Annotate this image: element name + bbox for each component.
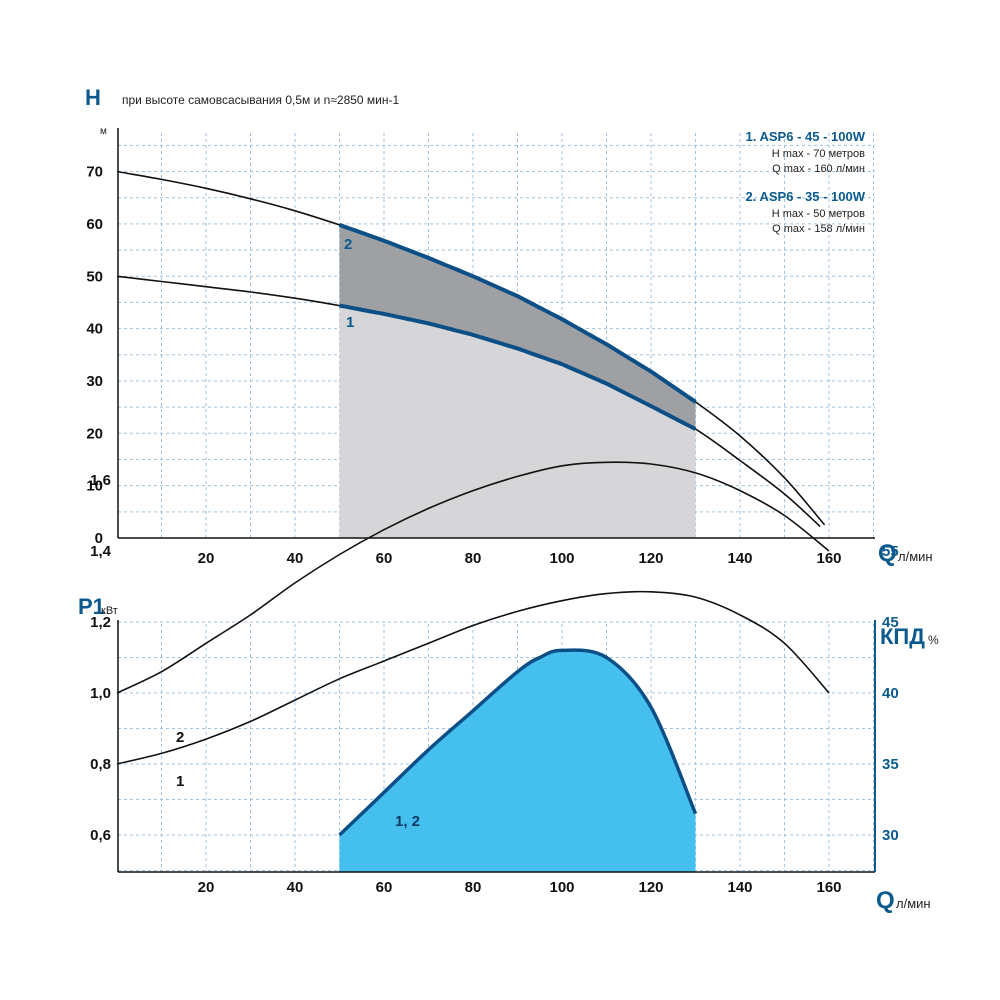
legend-title-2: 2. ASP6 - 35 - 100W xyxy=(746,189,866,204)
bottom-y-axis-title: P1 xyxy=(78,594,105,619)
top-y-tick: 40 xyxy=(86,321,103,338)
working-area-light xyxy=(339,305,696,538)
bottom-y2-axis-title: КПД xyxy=(880,624,925,649)
top-y-axis-title: H xyxy=(85,85,101,110)
bottom-curve-label-2: 2 xyxy=(176,729,184,746)
top-y-tick: 10 xyxy=(86,478,103,495)
bottom-y-tick: 0,6 xyxy=(90,827,111,844)
working-area-dark xyxy=(339,224,696,430)
bottom-y-tick: 0,8 xyxy=(90,756,111,773)
bottom-y2-tick: 40 xyxy=(882,685,899,702)
bottom-y-unit: кВт xyxy=(101,605,118,617)
top-x-tick-labels: 20 40 60 80 100 120 140 160 xyxy=(198,550,842,567)
bottom-x-tick: 40 xyxy=(287,879,304,896)
bottom-x-tick: 60 xyxy=(376,879,393,896)
bottom-x-tick: 20 xyxy=(198,879,215,896)
top-working-area xyxy=(339,224,696,538)
top-x-tick: 40 xyxy=(287,550,304,567)
legend: 1. ASP6 - 45 - 100W H max - 70 метров Q … xyxy=(746,129,866,235)
bottom-x-unit: л/мин xyxy=(896,896,931,911)
top-x-axis-title: Q xyxy=(878,540,897,567)
efficiency-area xyxy=(338,648,698,872)
top-y-tick: 60 xyxy=(86,216,103,233)
bottom-y2-tick: 35 xyxy=(882,756,899,773)
bottom-y2-tick: 30 xyxy=(882,827,899,844)
top-y-tick-labels: 0 10 20 30 40 50 60 70 xyxy=(86,164,103,547)
bottom-x-tick: 160 xyxy=(816,879,841,896)
top-x-tick: 20 xyxy=(198,550,215,567)
top-y-tick: 20 xyxy=(86,425,103,442)
top-y-unit: м xyxy=(100,126,107,137)
bottom-y-tick: 1,4 xyxy=(90,543,112,560)
bottom-y2-tick: 55 xyxy=(882,543,899,560)
bottom-y-tick: 1,0 xyxy=(90,685,111,702)
legend-1-line-2: Q max - 160 л/мин xyxy=(772,163,865,175)
bottom-y-tick: 1,2 xyxy=(90,614,111,631)
bottom-x-axis-title: Q xyxy=(876,887,895,914)
power-curve-2 xyxy=(116,461,830,694)
top-y-tick: 30 xyxy=(86,373,103,390)
efficiency-curve xyxy=(338,648,698,837)
legend-2-line-1: H max - 50 метров xyxy=(772,208,865,220)
bottom-curve-label-1: 1 xyxy=(176,773,184,790)
bottom-x-tick: 120 xyxy=(638,879,663,896)
top-x-tick: 100 xyxy=(549,550,574,567)
bottom-y2-tick-labels: 30 35 40 45 55 xyxy=(882,543,899,844)
bottom-x-tick: 80 xyxy=(465,879,482,896)
bottom-y2-unit: % xyxy=(928,633,939,647)
top-curve-1-working xyxy=(339,303,697,431)
bottom-x-tick-labels: 20 40 60 80 100 120 140 160 xyxy=(198,879,842,896)
top-y-tick: 0 xyxy=(95,530,103,547)
top-series xyxy=(116,170,826,528)
top-x-tick: 120 xyxy=(638,550,663,567)
bottom-y-tick: 1,6 xyxy=(90,472,111,489)
bottom-y-tick-labels: 0,6 0,8 1,0 1,2 1,4 1,6 xyxy=(90,472,112,844)
top-x-tick: 80 xyxy=(465,550,482,567)
top-curve-label-1: 1 xyxy=(346,314,354,331)
top-x-tick: 140 xyxy=(727,550,752,567)
head-curve-chart: 0 10 20 30 40 50 60 70 20 40 60 80 100 120 140 160 H п… xyxy=(85,85,933,567)
efficiency-curve-label: 1, 2 xyxy=(395,813,420,830)
top-curve-label-2: 2 xyxy=(344,236,352,253)
top-x-unit: л/мин xyxy=(898,549,933,564)
bottom-x-tick: 140 xyxy=(727,879,752,896)
power-curve-1 xyxy=(116,590,830,765)
efficiency-fill xyxy=(339,650,696,872)
bottom-series xyxy=(116,461,830,765)
bottom-x-tick: 100 xyxy=(549,879,574,896)
top-y-tick: 50 xyxy=(86,268,103,285)
top-x-tick: 160 xyxy=(816,550,841,567)
top-curve-2-working xyxy=(338,223,697,404)
legend-1-line-1: H max - 70 метров xyxy=(772,148,865,160)
top-y-tick: 70 xyxy=(86,164,103,181)
legend-2-line-2: Q max - 158 л/мин xyxy=(772,223,865,235)
bottom-y2-tick: 45 xyxy=(882,614,899,631)
legend-title-1: 1. ASP6 - 45 - 100W xyxy=(746,129,866,144)
top-x-tick: 60 xyxy=(376,550,393,567)
top-chart-title: при высоте самовсасывания 0,5м и n≈2850 … xyxy=(122,93,400,107)
